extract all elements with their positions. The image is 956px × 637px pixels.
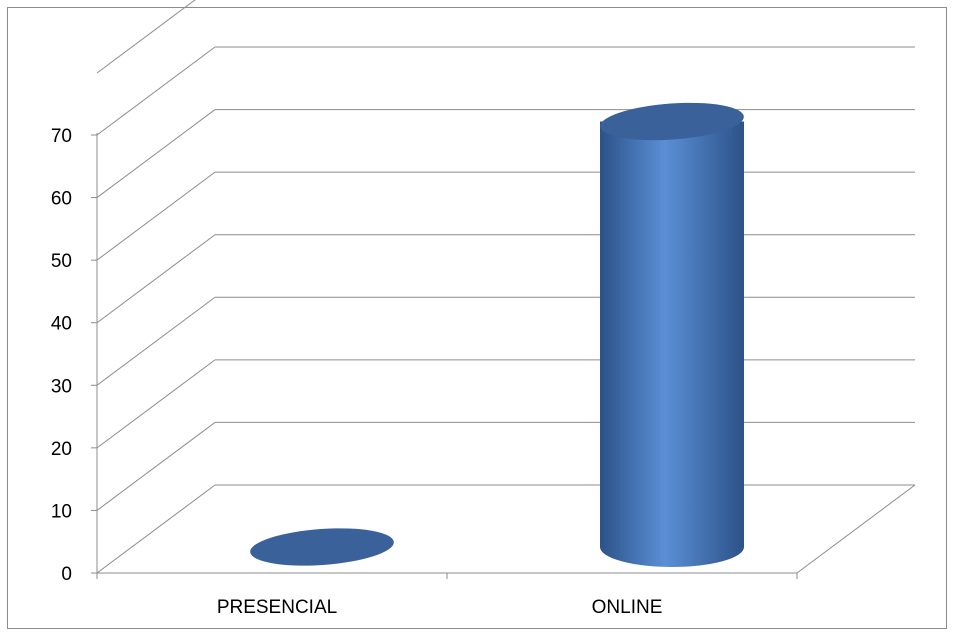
axes [91, 133, 916, 579]
gridline-side [96, 171, 216, 261]
x-tick-label: PRESENCIAL [217, 597, 337, 618]
bar-body [600, 121, 744, 567]
bar [600, 102, 744, 567]
bar [250, 528, 394, 566]
floor-right-edge [796, 484, 916, 574]
labels: 0 10 20 30 40 50 60 70 PRESENCIAL ONLINE [51, 126, 663, 618]
gridline-side [96, 422, 216, 511]
y-tick-label: 0 [61, 564, 72, 585]
bar-top [250, 528, 394, 566]
y-tick-label: 50 [51, 251, 72, 272]
gridlines [96, 0, 915, 574]
bars [250, 102, 744, 567]
gridline-side [96, 46, 216, 136]
x-tick-label: ONLINE [592, 597, 663, 618]
y-tick-label: 20 [51, 439, 72, 460]
y-tick-label: 10 [51, 501, 72, 522]
y-tick-label: 70 [51, 126, 72, 147]
bar-top [600, 102, 744, 141]
gridline-side [96, 0, 196, 74]
gridline-side [96, 296, 216, 386]
gridline-side [96, 234, 216, 324]
y-tick-label: 40 [51, 314, 72, 335]
gridline-side [96, 359, 216, 449]
gridline-side [96, 484, 216, 574]
y-tick-label: 60 [51, 189, 72, 210]
gridline-side [96, 109, 216, 198]
chart-frame [7, 7, 947, 629]
y-tick-label: 30 [51, 376, 72, 397]
